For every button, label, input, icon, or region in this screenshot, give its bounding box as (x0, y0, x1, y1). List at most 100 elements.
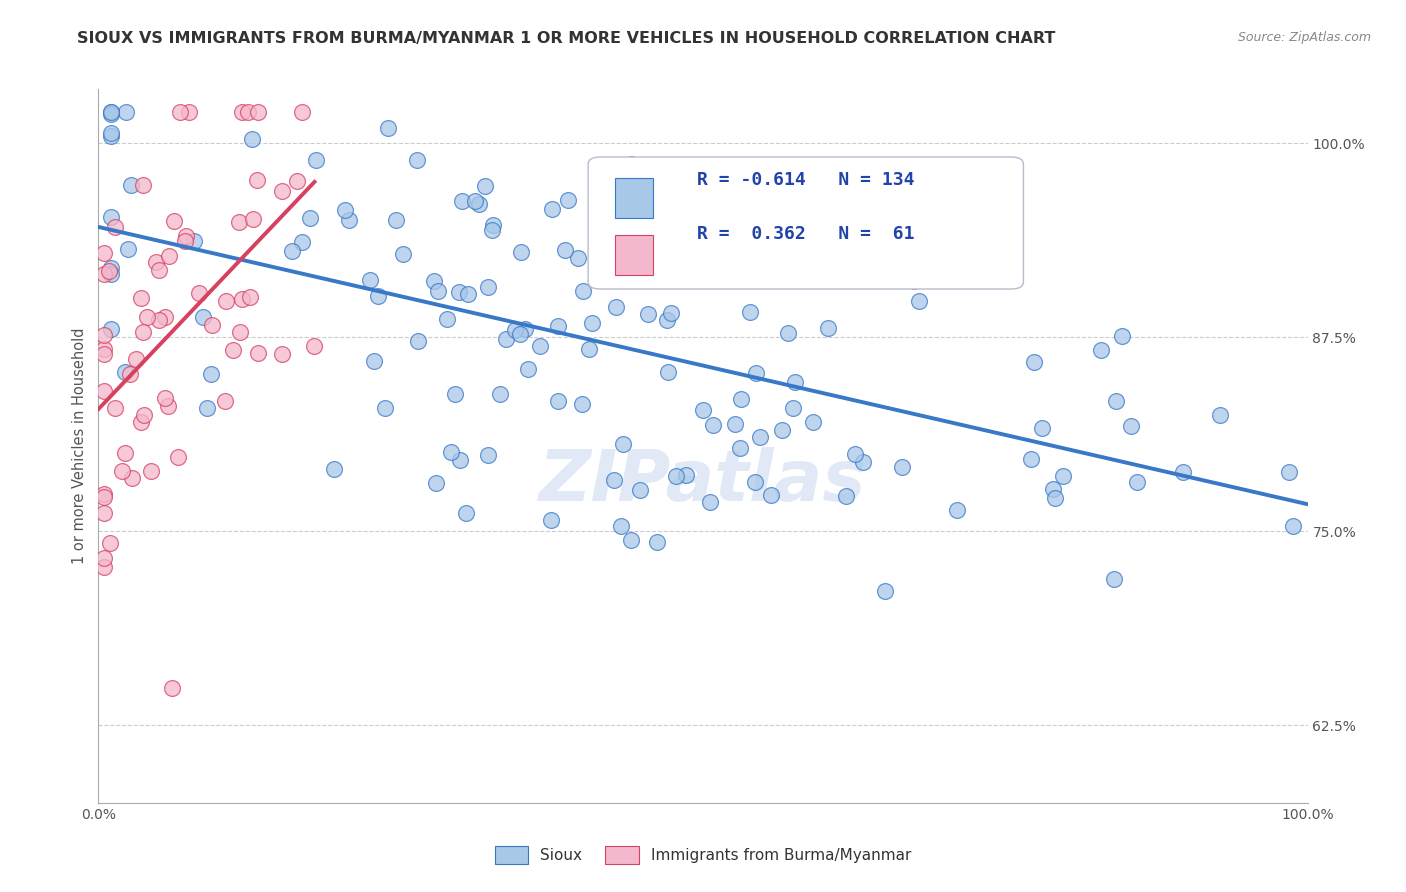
Point (603, 474, 626, 488)
Point (359, 273, 381, 287)
Point (1173, 466, 1195, 480)
Point (156, 399, 179, 413)
Point (541, 202, 564, 217)
Point (132, 408, 155, 422)
Point (665, 469, 688, 483)
Point (100, 105, 122, 120)
Point (657, 365, 679, 379)
Point (637, 308, 659, 322)
Point (114, 446, 136, 460)
Point (163, 213, 186, 227)
Point (392, 247, 415, 261)
Point (891, 460, 914, 475)
Point (443, 386, 465, 401)
Point (547, 393, 569, 408)
Point (93, 506, 115, 520)
Point (730, 392, 752, 406)
Text: Source: ZipAtlas.com: Source: ZipAtlas.com (1237, 31, 1371, 45)
Point (120, 178, 142, 192)
Point (304, 338, 326, 352)
Point (817, 320, 839, 334)
Point (776, 326, 799, 341)
Point (131, 416, 153, 430)
Point (571, 396, 593, 410)
Point (285, 174, 308, 188)
Point (547, 318, 569, 333)
Point (187, 285, 209, 300)
Point (121, 471, 143, 485)
Point (117, 242, 139, 256)
Point (744, 475, 766, 490)
Point (979, 246, 1001, 260)
Point (166, 450, 188, 464)
Point (581, 316, 603, 330)
Point (270, 347, 292, 361)
Point (148, 313, 170, 327)
Point (1111, 329, 1133, 343)
Point (323, 462, 346, 476)
Point (93, 267, 115, 281)
Point (759, 488, 782, 502)
Point (291, 235, 314, 250)
Point (692, 403, 714, 417)
Point (1105, 394, 1128, 409)
Point (201, 318, 224, 333)
Point (1019, 452, 1042, 467)
Point (93, 342, 115, 356)
Point (100, 128, 122, 143)
Point (231, 292, 253, 306)
Point (114, 365, 136, 379)
Point (1121, 418, 1143, 433)
Point (228, 215, 250, 229)
Point (571, 284, 593, 298)
Point (221, 343, 243, 357)
Point (183, 234, 205, 248)
Point (100, 105, 122, 120)
Point (246, 346, 269, 360)
Point (93, 490, 115, 504)
Point (131, 291, 153, 305)
Point (620, 533, 643, 547)
Point (100, 210, 122, 224)
Point (162, 681, 184, 695)
Point (363, 353, 385, 368)
Text: ZIPatlas: ZIPatlas (540, 447, 866, 516)
Point (408, 334, 430, 348)
Point (377, 120, 399, 135)
Point (844, 447, 866, 461)
Point (464, 194, 486, 208)
Point (422, 274, 444, 288)
Point (1031, 421, 1053, 435)
Point (111, 464, 134, 478)
Point (477, 280, 499, 294)
Point (875, 584, 897, 599)
Point (124, 351, 146, 366)
Point (145, 255, 167, 269)
Point (291, 105, 314, 120)
Point (503, 323, 526, 337)
Point (529, 339, 551, 353)
Point (215, 293, 238, 308)
Point (477, 449, 499, 463)
Point (1102, 572, 1125, 586)
Point (195, 401, 218, 416)
Point (193, 310, 215, 325)
Point (231, 105, 253, 120)
Point (554, 244, 576, 258)
Point (100, 261, 122, 276)
Point (200, 367, 222, 381)
Point (903, 274, 925, 288)
FancyBboxPatch shape (588, 157, 1024, 289)
Point (238, 105, 260, 120)
Point (482, 218, 505, 232)
Point (628, 483, 651, 498)
Point (655, 313, 678, 327)
Point (745, 366, 768, 380)
Point (456, 507, 478, 521)
Point (689, 231, 711, 245)
Point (605, 300, 627, 314)
Point (406, 153, 429, 168)
Point (115, 105, 138, 120)
Point (135, 310, 157, 325)
Point (685, 267, 707, 281)
